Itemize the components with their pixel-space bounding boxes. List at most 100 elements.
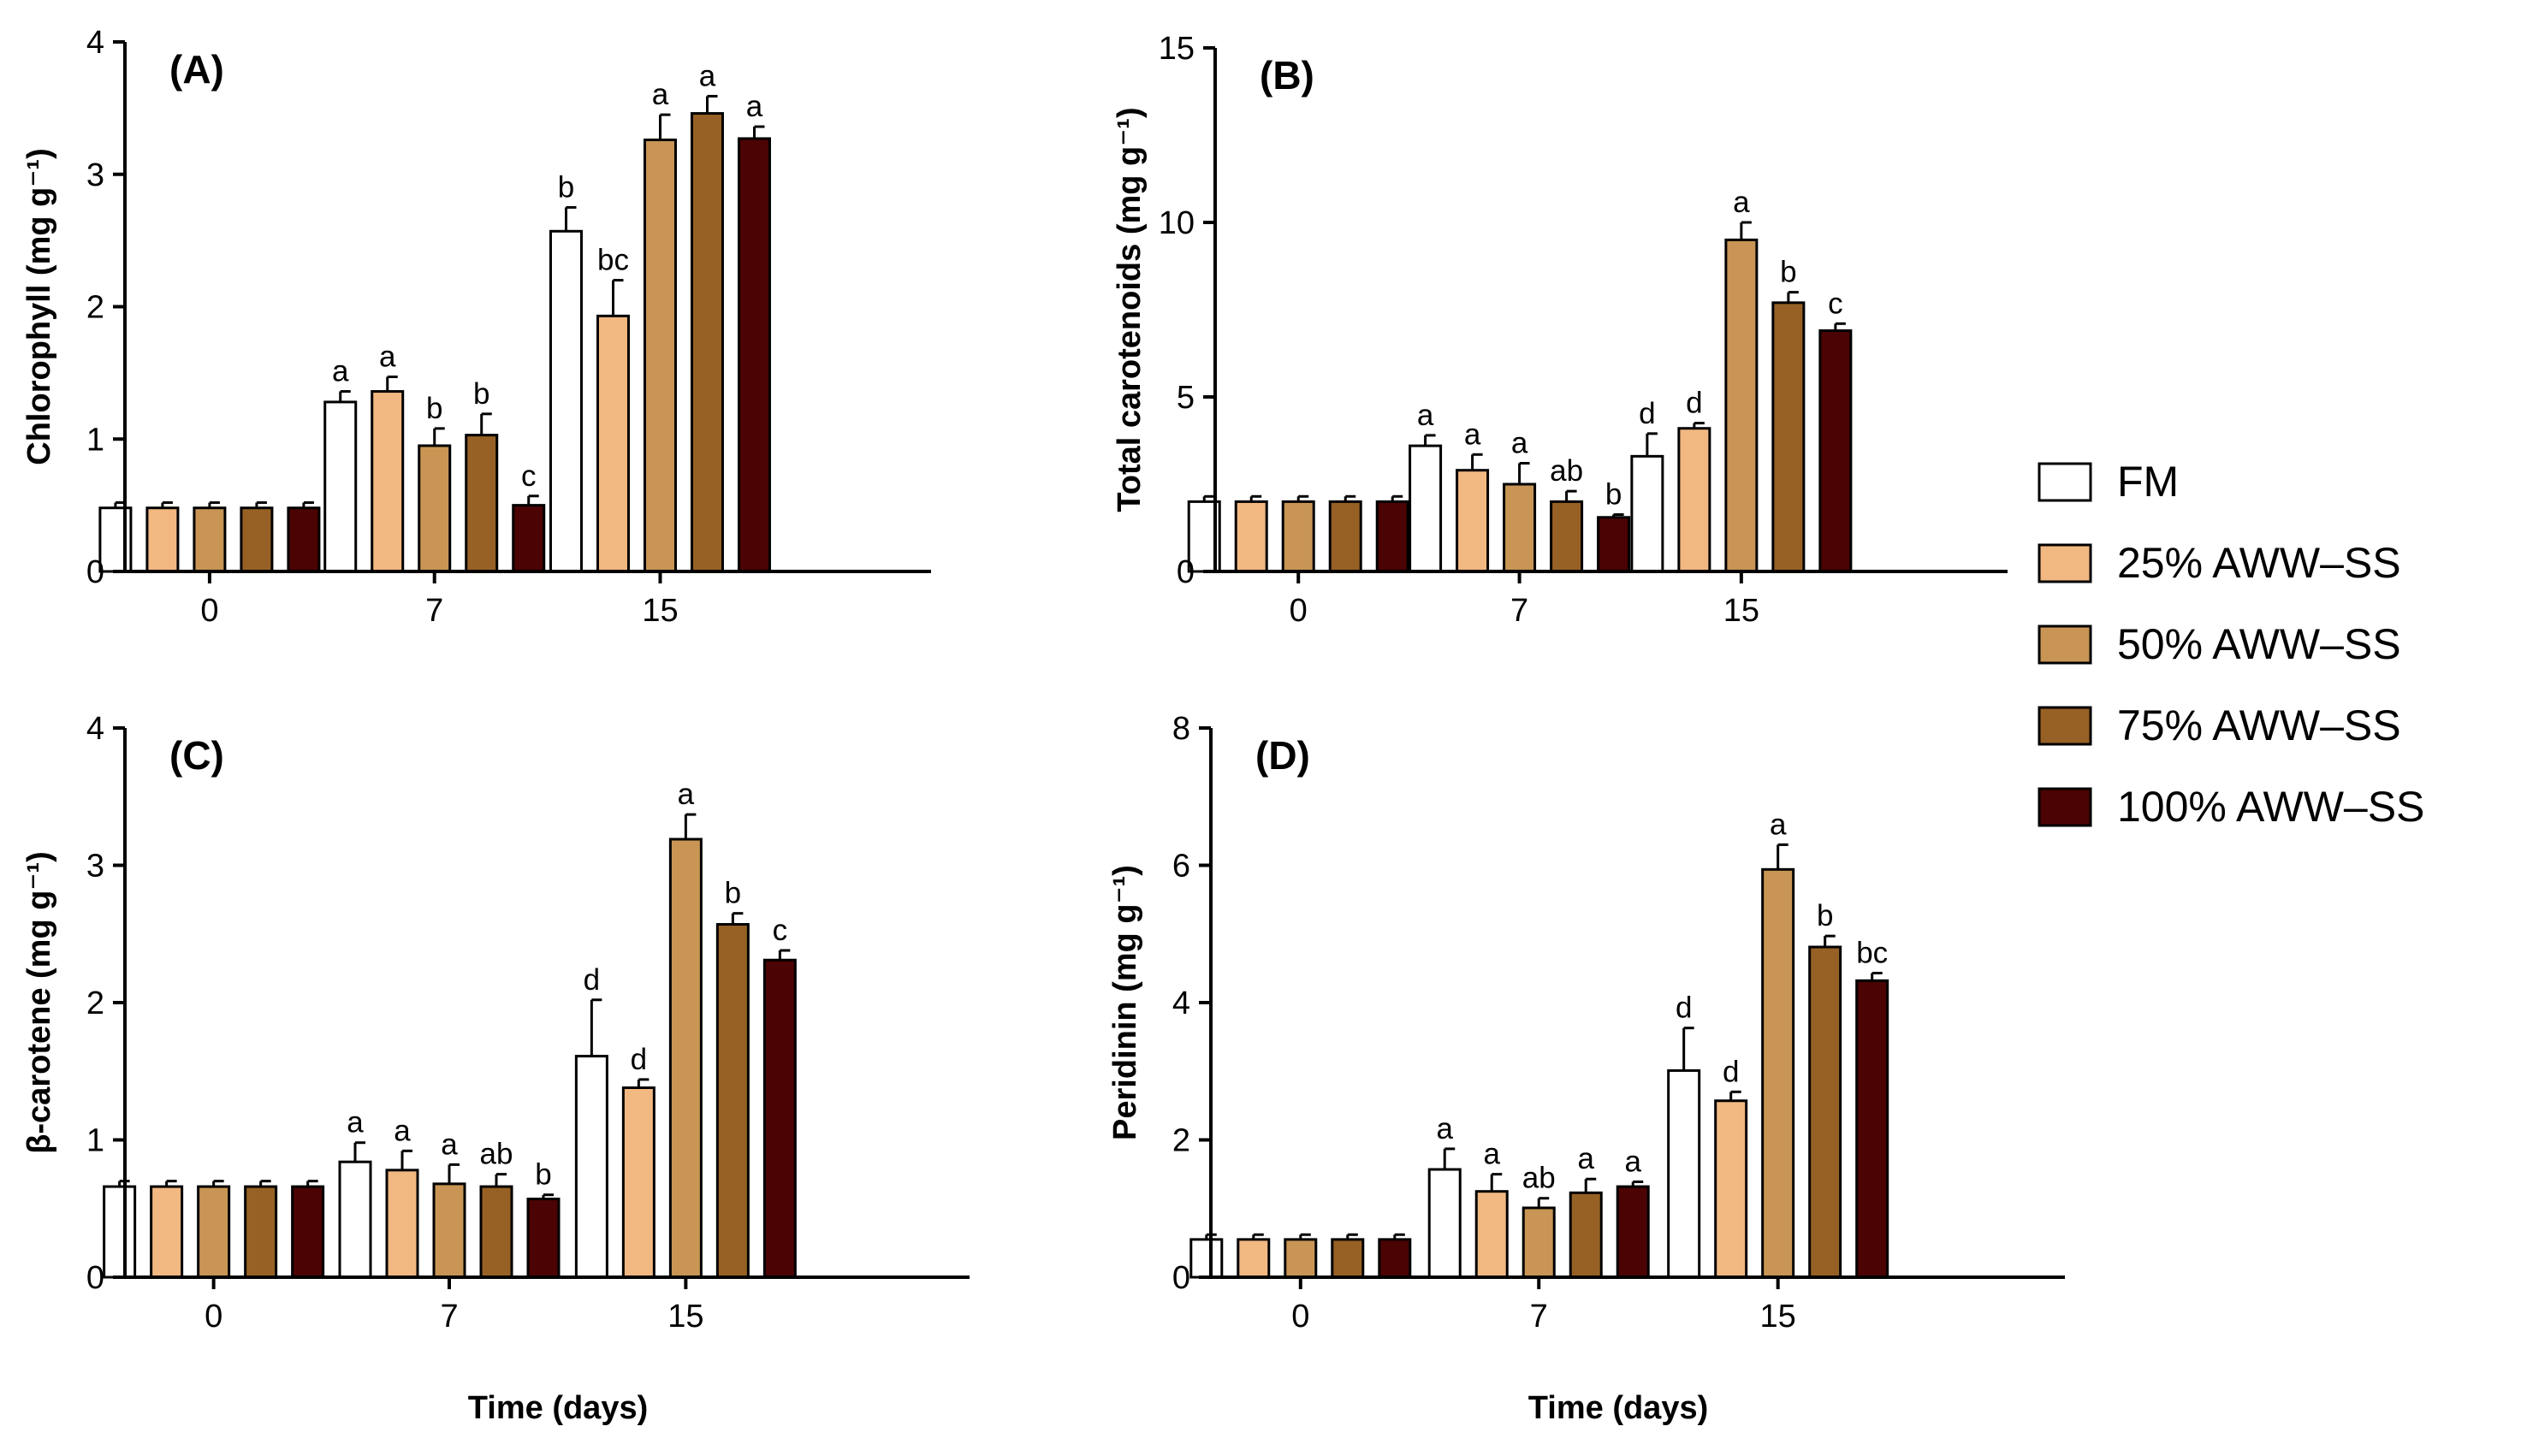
y-tick-label: 1 — [86, 1123, 104, 1159]
x-tick-label: 15 — [667, 1299, 703, 1335]
bar-0d-series-3 — [1281, 500, 1315, 573]
significance-label: d — [584, 963, 600, 997]
y-tick-label: 2 — [1172, 1123, 1190, 1159]
bar-15d-series-3 — [1724, 238, 1759, 573]
bar-0d-series-3 — [193, 506, 227, 573]
bar-7d-series-1 — [1409, 444, 1443, 573]
significance-label: b — [1605, 477, 1622, 511]
y-tick-label: 10 — [1159, 205, 1195, 241]
bar-7d-series-1 — [338, 1160, 372, 1279]
x-tick-label: 15 — [1760, 1299, 1796, 1335]
legend-label: 50% AWW–SS — [2117, 620, 2401, 668]
legend: FM 25% AWW–SS 50% AWW–SS 75% AWW–SS 100% AWW… — [2038, 458, 2424, 831]
significance-label: b — [426, 392, 442, 425]
bar-7d-series-3 — [1522, 1206, 1556, 1279]
x-tick-label: 0 — [200, 593, 218, 629]
bar-15d-series-5 — [737, 137, 771, 573]
bar-15d-series-1 — [1630, 454, 1664, 573]
x-axis-title: Time (days) — [1528, 1390, 1708, 1426]
y-axis-title: Total carotenoids (mg g⁻¹) — [1112, 107, 1148, 512]
x-tick-label: 7 — [425, 593, 443, 629]
y-axis-title: Peridinin (mg g⁻¹) — [1107, 865, 1143, 1140]
panel-label: (C) — [169, 733, 224, 778]
y-tick-label: 3 — [86, 849, 104, 885]
significance-label: a — [678, 778, 695, 811]
bar-7d-series-4 — [1550, 500, 1584, 573]
panel-label: (D) — [1255, 733, 1310, 778]
x-tick-label: 15 — [642, 593, 678, 629]
significance-label: a — [1464, 417, 1481, 451]
y-tick-label: 6 — [1172, 849, 1190, 885]
y-axis-title: β-carotene (mg g⁻¹) — [21, 851, 57, 1154]
bar-0d-series-1 — [103, 1185, 137, 1279]
significance-label: a — [379, 340, 396, 374]
bar-0d-series-3 — [197, 1185, 231, 1279]
x-tick-label: 0 — [1290, 593, 1308, 629]
bar-7d-series-1 — [1427, 1168, 1462, 1279]
bar-7d-series-2 — [385, 1169, 419, 1279]
significance-label: d — [1676, 991, 1692, 1025]
significance-label: b — [535, 1158, 551, 1192]
legend-swatch — [2038, 787, 2092, 827]
y-tick-label: 0 — [86, 554, 104, 590]
bar-15d-series-1 — [549, 229, 583, 573]
significance-label: a — [1436, 1112, 1453, 1145]
bar-7d-series-1 — [323, 400, 358, 573]
significance-label: b — [1780, 256, 1796, 289]
significance-label: d — [1723, 1055, 1739, 1088]
bar-7d-series-2 — [371, 390, 405, 573]
bar-0d-series-1 — [1189, 1238, 1224, 1279]
panel-label: (A) — [169, 47, 224, 92]
significance-label: a — [699, 59, 716, 92]
bar-15d-series-1 — [574, 1055, 608, 1279]
significance-label: a — [394, 1114, 411, 1147]
bar-7d-series-5 — [1616, 1185, 1650, 1279]
bar-7d-series-2 — [1474, 1190, 1509, 1279]
significance-label: bc — [1856, 936, 1888, 969]
y-tick-label: 5 — [1177, 380, 1195, 416]
bar-0d-series-2 — [1234, 500, 1268, 573]
significance-label: a — [746, 90, 763, 123]
bar-15d-series-3 — [668, 837, 703, 1279]
bar-0d-series-4 — [240, 506, 274, 573]
legend-swatch — [2038, 624, 2092, 665]
legend-label: 25% AWW–SS — [2117, 539, 2401, 587]
significance-label: ab — [1550, 454, 1583, 488]
bar-15d-series-1 — [1667, 1068, 1701, 1279]
bar-7d-series-2 — [1456, 469, 1490, 573]
bar-0d-series-4 — [1328, 500, 1362, 573]
bar-15d-series-2 — [1714, 1099, 1748, 1279]
bar-15d-series-3 — [1761, 867, 1795, 1279]
x-tick-label: 15 — [1723, 593, 1759, 629]
bar-7d-series-3 — [418, 444, 452, 573]
significance-label: ab — [480, 1138, 513, 1171]
significance-label: a — [652, 78, 669, 111]
x-tick-label: 0 — [1291, 1299, 1309, 1335]
bar-0d-series-5 — [287, 506, 321, 573]
bar-0d-series-4 — [1331, 1238, 1365, 1279]
x-tick-label: 7 — [1530, 1299, 1548, 1335]
y-tick-label: 0 — [1177, 554, 1195, 590]
bar-15d-series-4 — [1808, 945, 1842, 1279]
bar-0d-series-5 — [1378, 1238, 1412, 1279]
legend-swatch — [2038, 543, 2092, 583]
significance-label: b — [725, 877, 741, 910]
bar-0d-series-5 — [1375, 500, 1409, 573]
significance-label: c — [773, 914, 788, 947]
legend-label: 75% AWW–SS — [2117, 701, 2401, 749]
legend-label: FM — [2117, 458, 2179, 506]
bar-15d-series-4 — [715, 923, 750, 1279]
significance-label: a — [1577, 1142, 1594, 1175]
bar-7d-series-5 — [1597, 516, 1631, 573]
significance-label: bc — [597, 244, 629, 277]
bar-7d-series-3 — [432, 1182, 466, 1279]
bar-0d-series-2 — [1237, 1238, 1271, 1279]
significance-label: a — [1511, 427, 1528, 460]
y-tick-label: 8 — [1172, 711, 1190, 747]
bar-0d-series-4 — [244, 1185, 278, 1279]
x-tick-label: 7 — [440, 1299, 458, 1335]
significance-label: a — [347, 1106, 364, 1139]
